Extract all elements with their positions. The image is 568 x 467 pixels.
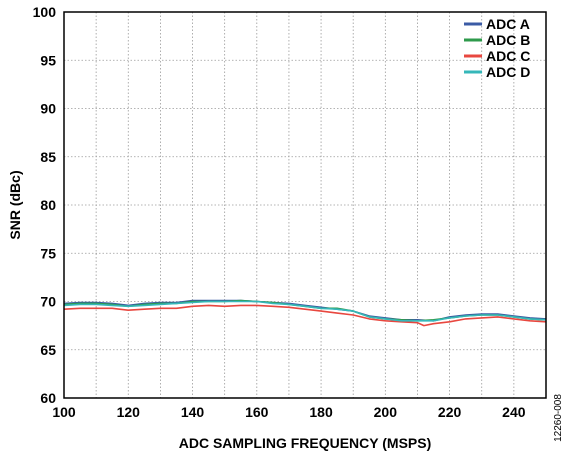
series-line-adc-d xyxy=(63,300,547,322)
series-layer xyxy=(63,299,547,327)
y-tick-label: 95 xyxy=(40,52,56,68)
x-tick-label: 180 xyxy=(309,404,333,420)
y-tick-label: 65 xyxy=(40,342,56,358)
tick-layer: 100 120 140 160 180 200 220 240 60 65 70 75 80 85 90 95… xyxy=(33,4,526,420)
y-tick-label: 60 xyxy=(40,390,56,406)
x-tick-label: 120 xyxy=(117,404,141,420)
grid-layer xyxy=(64,12,546,398)
legend-label: ADC B xyxy=(486,32,530,48)
x-tick-label: 160 xyxy=(245,404,269,420)
y-tick-label: 85 xyxy=(40,149,56,165)
y-axis-title: SNR (dBc) xyxy=(7,170,23,239)
x-tick-label: 100 xyxy=(52,404,76,420)
y-tick-label: 100 xyxy=(33,4,57,20)
plot-frame xyxy=(63,11,547,399)
y-tick-label: 90 xyxy=(40,101,56,117)
legend-label: ADC A xyxy=(486,16,530,32)
x-tick-label: 220 xyxy=(438,404,462,420)
x-tick-label: 240 xyxy=(502,404,526,420)
x-axis-title: ADC SAMPLING FREQUENCY (MSPS) xyxy=(179,435,432,451)
series-line-adc-a xyxy=(63,299,547,322)
series-line-adc-c xyxy=(63,304,547,327)
y-tick-label: 70 xyxy=(40,294,56,310)
legend-label: ADC D xyxy=(486,64,530,80)
y-tick-label: 80 xyxy=(40,197,56,213)
x-tick-label: 140 xyxy=(181,404,205,420)
x-tick-label: 200 xyxy=(374,404,398,420)
figure-id: 12260-008 xyxy=(553,394,564,442)
y-tick-label: 75 xyxy=(40,245,56,261)
legend-label: ADC C xyxy=(486,48,530,64)
